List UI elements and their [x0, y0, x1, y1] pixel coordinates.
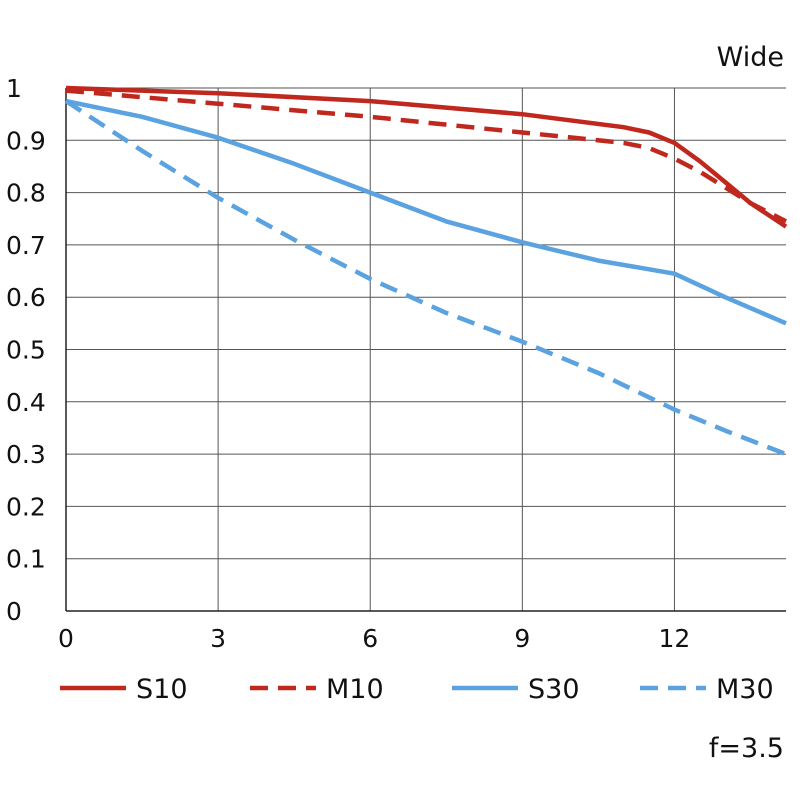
y-tick-label: 0.7	[6, 231, 46, 260]
y-tick-label: 0	[6, 597, 22, 626]
y-tick-label: 0.5	[6, 336, 46, 365]
legend-item-s10: S10	[60, 674, 188, 705]
x-tick-label: 6	[362, 624, 378, 653]
series-line-m30	[64, 99, 787, 457]
x-tick-label: 9	[514, 624, 530, 653]
grid	[65, 87, 786, 612]
legend-label: S30	[528, 674, 580, 705]
series-line-m10	[65, 88, 788, 224]
legend-label: M10	[326, 674, 384, 705]
y-tick-label: 0.1	[6, 545, 46, 574]
y-tick-labels: 0 0.1 0.2 0.3 0.4 0.5 0.6 0.7 0.8 0.9 1	[6, 74, 46, 626]
x-tick-label: 12	[659, 624, 691, 653]
x-tick-label: 3	[210, 624, 226, 653]
legend-item-m10: M10	[250, 674, 384, 705]
legend-label: M30	[716, 674, 774, 705]
series-lines	[64, 85, 788, 457]
legend-label: S10	[136, 674, 188, 705]
legend-item-m30: M30	[640, 674, 774, 705]
series-line-s30	[65, 98, 787, 326]
aperture-note: f=3.5	[709, 733, 784, 764]
x-tick-label: 0	[58, 624, 74, 653]
y-tick-label: 0.4	[6, 388, 46, 417]
axis-frame	[65, 88, 786, 612]
y-tick-label: 0.6	[6, 283, 46, 312]
x-tick-labels: 0 3 6 9 12	[58, 624, 690, 653]
y-tick-label: 0.8	[6, 179, 46, 208]
y-tick-label: 0.2	[6, 492, 46, 521]
chart-title: Wide	[717, 42, 784, 73]
legend-item-s30: S30	[452, 674, 580, 705]
legend: S10 M10 S30 M30	[60, 674, 774, 705]
y-tick-label: 1	[6, 74, 22, 103]
y-tick-label: 0.3	[6, 440, 46, 469]
y-tick-label: 0.9	[6, 126, 46, 155]
series-line-s10	[65, 85, 788, 229]
